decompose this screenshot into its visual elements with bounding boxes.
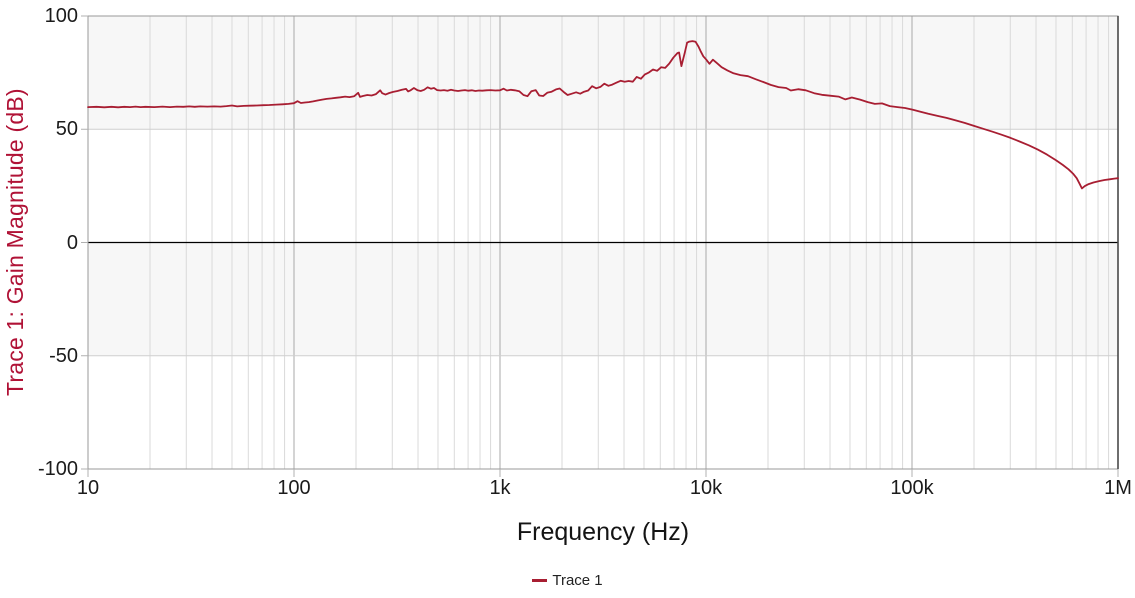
y-tick-label: -50 [49,344,78,367]
x-tick-label: 1M [1104,477,1132,499]
trace-line [87,40,1119,190]
x-tick-label: 100 [277,477,311,499]
y-tick-label: 50 [55,118,78,141]
shaded-band [88,242,1118,356]
legend: Trace 1 [0,572,1135,589]
y-tick-label: 100 [44,5,78,27]
legend-item-trace1: Trace 1 [552,572,603,589]
y-tick-label: -100 [37,458,78,480]
x-tick-label: 10k [689,477,723,499]
trace1-line-swatch-icon [532,579,548,582]
x-tick-label: 1k [489,477,511,499]
shaded-band [88,16,1118,130]
y-tick-label: 0 [66,231,78,254]
x-tick-label: 10 [76,477,100,499]
x-tick-label: 100k [890,477,934,499]
x-axis-title: Frequency (Hz) [516,518,690,546]
